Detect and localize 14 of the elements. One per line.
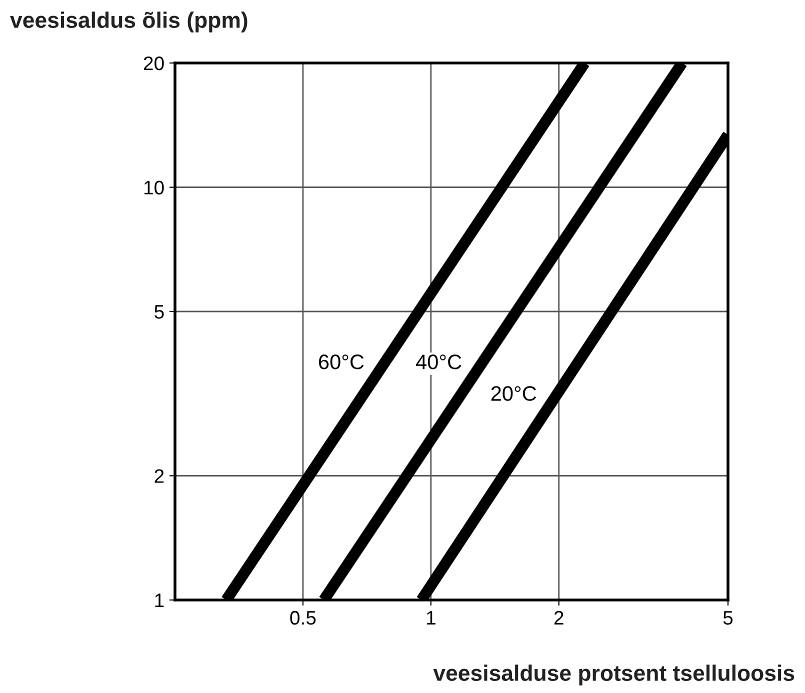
x-tick-label: 5 <box>723 611 733 625</box>
y-tick-label: 20 <box>144 56 164 70</box>
x-tick-label: 1 <box>426 611 436 625</box>
y-axis-title: veesisaldus õlis (ppm) <box>10 12 248 32</box>
series-label: 20°C <box>491 386 536 401</box>
x-axis-title: veesisalduse protsent tselluloosis <box>433 664 794 686</box>
x-tick-label: 2 <box>554 610 564 625</box>
series-label: 40°C <box>416 354 462 370</box>
x-tick-label: 0.5 <box>290 610 316 625</box>
y-tick-label: 2 <box>154 469 164 483</box>
y-tick-label: 10 <box>144 180 164 194</box>
y-tick-label: 1 <box>155 594 164 608</box>
series-label: 60°C <box>319 354 364 370</box>
y-tick-label: 5 <box>154 305 164 319</box>
